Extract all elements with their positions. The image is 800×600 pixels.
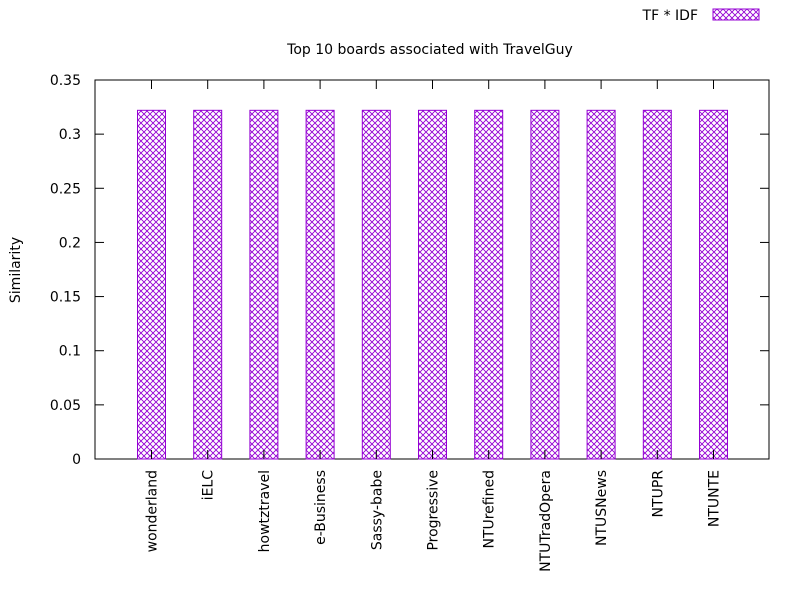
legend: TF * IDF [642,8,760,24]
x-tick-label: NTUTradOpera [538,470,554,572]
x-tick-label: howtztravel [257,470,273,552]
x-tick-label: wonderland [145,470,161,552]
x-tick-label: NTUPR [650,470,666,518]
y-tick-label: 0.2 [59,235,81,251]
y-tick-label: 0.05 [50,398,81,414]
chart-title: Top 10 boards associated with TravelGuy [286,42,573,58]
bar [193,109,223,460]
legend-label: TF * IDF [642,8,698,24]
bar [361,109,391,460]
bar [530,109,560,460]
x-tick-label: e-Business [313,470,329,545]
bar [642,109,672,460]
y-axis-ticks: 0 0.05 0.1 0.15 0.2 0.25 0.3 0.35 [50,73,769,468]
x-axis-ticks: wonderland iELC howtztravel e-Business Sassy… [145,80,723,572]
bar [586,109,616,460]
bar [305,109,335,460]
x-tick-label: iELC [201,470,217,501]
bar [474,109,504,460]
y-axis-label: Similarity [8,237,24,303]
y-tick-label: 0.3 [59,127,81,143]
bars [137,109,728,460]
y-tick-label: 0.25 [50,181,81,197]
bar [418,109,447,460]
x-tick-label: Progressive [426,470,442,551]
x-tick-label: NTUNTE [707,470,723,527]
x-tick-label: Sassy-babe [369,470,385,550]
bar [699,109,728,460]
bar [137,109,166,460]
legend-swatch [712,8,760,21]
y-tick-label: 0.1 [59,344,81,360]
y-tick-label: 0.15 [50,290,81,306]
x-tick-label: NTUSNews [594,470,610,546]
bar [249,109,279,460]
x-tick-label: NTUrefined [482,470,498,549]
y-tick-label: 0 [72,452,81,468]
y-tick-label: 0.35 [50,73,81,89]
